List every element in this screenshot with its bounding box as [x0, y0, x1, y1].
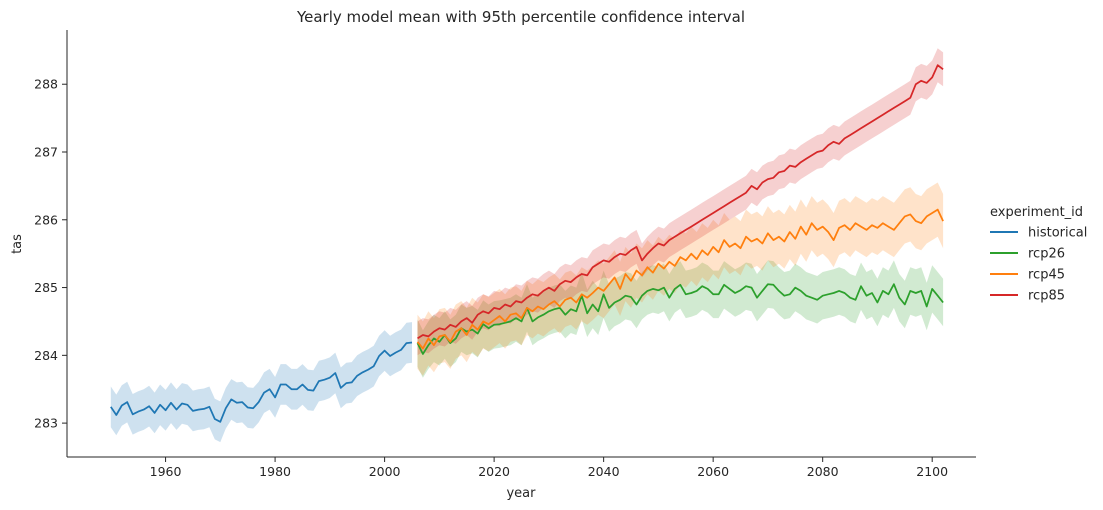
- legend-title: experiment_id: [990, 205, 1083, 220]
- x-tick-label: 2080: [807, 464, 839, 479]
- y-tick-label: 283: [34, 416, 58, 431]
- y-tick-label: 286: [34, 212, 58, 227]
- y-tick-label: 284: [34, 348, 58, 363]
- legend-label-historical: historical: [1028, 226, 1087, 241]
- series-line-historical: [110, 341, 413, 423]
- ci-band-historical: [110, 322, 413, 443]
- y-tick-label: 285: [34, 280, 58, 295]
- legend-label-rcp85: rcp85: [1028, 289, 1065, 304]
- legend: experiment_id historical rcp26 rcp45 rcp85: [990, 205, 1087, 304]
- x-tick-label: 1960: [150, 464, 182, 479]
- y-tick-label: 288: [34, 77, 58, 92]
- legend-label-rcp45: rcp45: [1028, 268, 1065, 283]
- legend-label-rcp26: rcp26: [1028, 247, 1065, 262]
- y-tick-label: 287: [34, 145, 58, 160]
- series-line-rcp45: [416, 208, 944, 350]
- x-tick-label: 1980: [259, 464, 291, 479]
- x-axis-label: year: [506, 486, 536, 501]
- chart-title: Yearly model mean with 95th percentile c…: [296, 8, 745, 26]
- y-axis-label: tas: [10, 234, 25, 254]
- series-lines: [110, 64, 944, 423]
- x-axis-ticks: 1960 1980 2000 2020 2040 2060 2080 2100: [150, 457, 948, 479]
- confidence-bands: [110, 48, 944, 443]
- ci-band-rcp45: [417, 182, 944, 376]
- x-tick-label: 2040: [588, 464, 620, 479]
- ci-band-rcp26: [417, 260, 944, 378]
- x-tick-label: 2100: [916, 464, 948, 479]
- series-line-rcp85: [417, 64, 944, 340]
- y-axis-ticks: 283 284 285 286 287 288: [34, 77, 67, 431]
- x-tick-label: 2020: [478, 464, 510, 479]
- x-tick-label: 2000: [369, 464, 401, 479]
- x-tick-label: 2060: [697, 464, 729, 479]
- series-line-rcp26: [416, 283, 944, 355]
- ci-band-rcp85: [417, 48, 944, 356]
